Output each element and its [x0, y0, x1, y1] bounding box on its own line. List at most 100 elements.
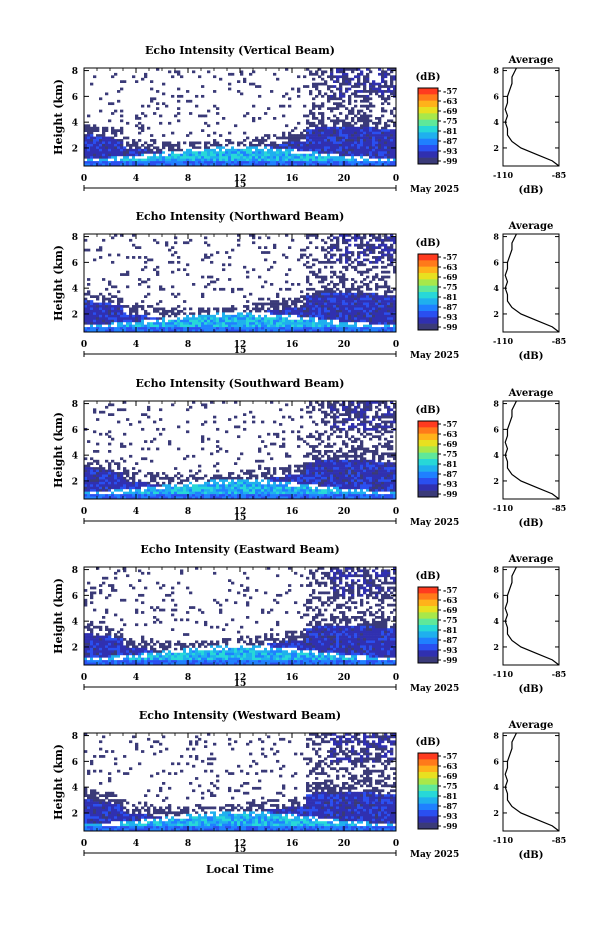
colorbar-label: -63 [443, 96, 458, 106]
colorbar-label: -57 [443, 86, 457, 96]
profile-x-tick-label: -85 [552, 835, 566, 845]
colorbar-label: -93 [443, 312, 458, 322]
colorbar-swatch [418, 440, 438, 447]
colorbar-unit: (dB) [416, 238, 441, 249]
x-tick-label: 0 [81, 507, 87, 517]
profile-title: Average [508, 720, 554, 731]
x-tick-label: 16 [286, 340, 299, 350]
colorbar-swatch [418, 126, 438, 133]
colorbar-label: -63 [443, 761, 458, 771]
profile-y-tick-label: 4 [493, 616, 499, 626]
x-tick-label: 0 [393, 507, 399, 517]
colorbar-swatch [418, 778, 438, 785]
y-tick-label: 2 [72, 144, 78, 154]
profile-y-tick-label: 2 [493, 808, 499, 818]
colorbar-label: -81 [443, 292, 457, 302]
colorbar-swatch [418, 132, 438, 139]
profile-y-tick-label: 2 [493, 143, 499, 153]
profile-line [504, 400, 560, 500]
profile-line [504, 233, 560, 333]
profile-x-tick-label: -110 [493, 835, 513, 845]
panel-3: Echo Intensity (Southward Beam) 2 4 6 8 Heigh… [52, 377, 566, 529]
x-tick-label: 8 [185, 507, 191, 517]
x-tick-label: 4 [133, 839, 139, 849]
y-tick-label: 8 [72, 67, 78, 77]
colorbar-swatch [418, 285, 438, 293]
colorbar-label: -69 [443, 605, 458, 615]
profile-y-tick-label: 2 [493, 642, 499, 652]
profile-frame [502, 566, 560, 666]
panel-title: Echo Intensity (Eastward Beam) [140, 543, 339, 556]
colorbar-label: -63 [443, 262, 458, 272]
profile-x-tick-label: -110 [493, 336, 513, 346]
colorbar-swatch [418, 650, 438, 657]
y-tick-label: 6 [72, 93, 78, 103]
profile-y-tick-label: 6 [493, 590, 499, 600]
heatmap-cells [84, 733, 396, 831]
colorbar-swatch [418, 151, 438, 158]
colorbar-swatch [418, 138, 438, 146]
x-tick-label: 16 [286, 174, 299, 184]
colorbar-unit: (dB) [416, 72, 441, 83]
profile-x-tick-label: -85 [552, 170, 566, 180]
profile-x-label: (dB) [519, 518, 544, 529]
panel-5: Echo Intensity (Westward Beam) 2 4 6 8 Height… [52, 709, 566, 876]
colorbar-label: -87 [443, 635, 457, 645]
colorbar-swatch [418, 119, 438, 127]
colorbar-swatch [418, 273, 438, 280]
x-tick-label: 0 [81, 174, 87, 184]
profile-y-tick-label: 4 [493, 782, 499, 792]
y-tick-label: 6 [72, 259, 78, 269]
colorbar-label: -63 [443, 429, 458, 439]
colorbar-label: -81 [443, 459, 457, 469]
colorbar-label: -93 [443, 479, 458, 489]
x-tick-label: 4 [133, 507, 139, 517]
colorbar-swatch [418, 810, 438, 817]
x-tick-label: 4 [133, 174, 139, 184]
x-tick-label: 20 [338, 174, 351, 184]
colorbar-swatch [418, 765, 438, 773]
y-tick-label: 2 [72, 643, 78, 653]
colorbar-label: -57 [443, 585, 457, 595]
colorbar-swatch [418, 452, 438, 460]
colorbar-swatch [418, 478, 438, 485]
profile-title: Average [508, 554, 554, 565]
panel-title: Echo Intensity (Southward Beam) [136, 377, 345, 390]
colorbar-swatch [418, 107, 438, 114]
x-tick-label: 0 [81, 839, 87, 849]
colorbar-unit: (dB) [416, 571, 441, 582]
x-tick-label: 12 [234, 839, 247, 849]
colorbar-swatch [418, 145, 438, 152]
x-tick-label: 20 [338, 673, 351, 683]
colorbar-label: -99 [443, 322, 458, 332]
colorbar-swatch [418, 433, 438, 441]
colorbar-label: -69 [443, 771, 458, 781]
colorbar-label: -93 [443, 811, 458, 821]
colorbar-swatch [418, 459, 438, 466]
colorbar-swatch [418, 656, 438, 664]
y-tick-label: 8 [72, 400, 78, 410]
profile-y-tick-label: 4 [493, 283, 499, 293]
y-tick-label: 2 [72, 809, 78, 819]
colorbar-label: -57 [443, 252, 457, 262]
colorbar-label: -69 [443, 272, 458, 282]
date-label: May 2025 [410, 185, 459, 195]
colorbar-swatch [418, 587, 438, 594]
date-label: May 2025 [410, 518, 459, 528]
colorbar-swatch [418, 593, 438, 600]
colorbar-swatch [418, 304, 438, 312]
x-axis-label: Local Time [206, 863, 274, 876]
colorbar-swatch [418, 822, 438, 830]
colorbar-swatch [418, 421, 438, 428]
panel-title: Echo Intensity (Vertical Beam) [145, 44, 335, 57]
colorbar-label: -87 [443, 801, 457, 811]
profile-line [504, 67, 560, 167]
profile-y-tick-label: 6 [493, 756, 499, 766]
colorbar-swatch [418, 606, 438, 613]
heatmap-cells [84, 567, 396, 665]
colorbar-swatch [418, 599, 438, 607]
profile-line [504, 566, 560, 666]
colorbar-label: -99 [443, 489, 458, 499]
colorbar-frame [417, 253, 439, 331]
x-tick-label: 16 [286, 673, 299, 683]
